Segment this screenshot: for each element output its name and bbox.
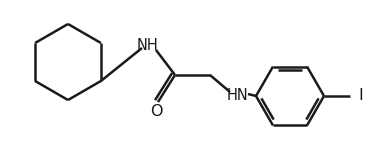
Text: I: I xyxy=(358,88,363,104)
Text: NH: NH xyxy=(137,39,159,54)
Text: HN: HN xyxy=(227,87,249,103)
Text: O: O xyxy=(150,105,162,119)
